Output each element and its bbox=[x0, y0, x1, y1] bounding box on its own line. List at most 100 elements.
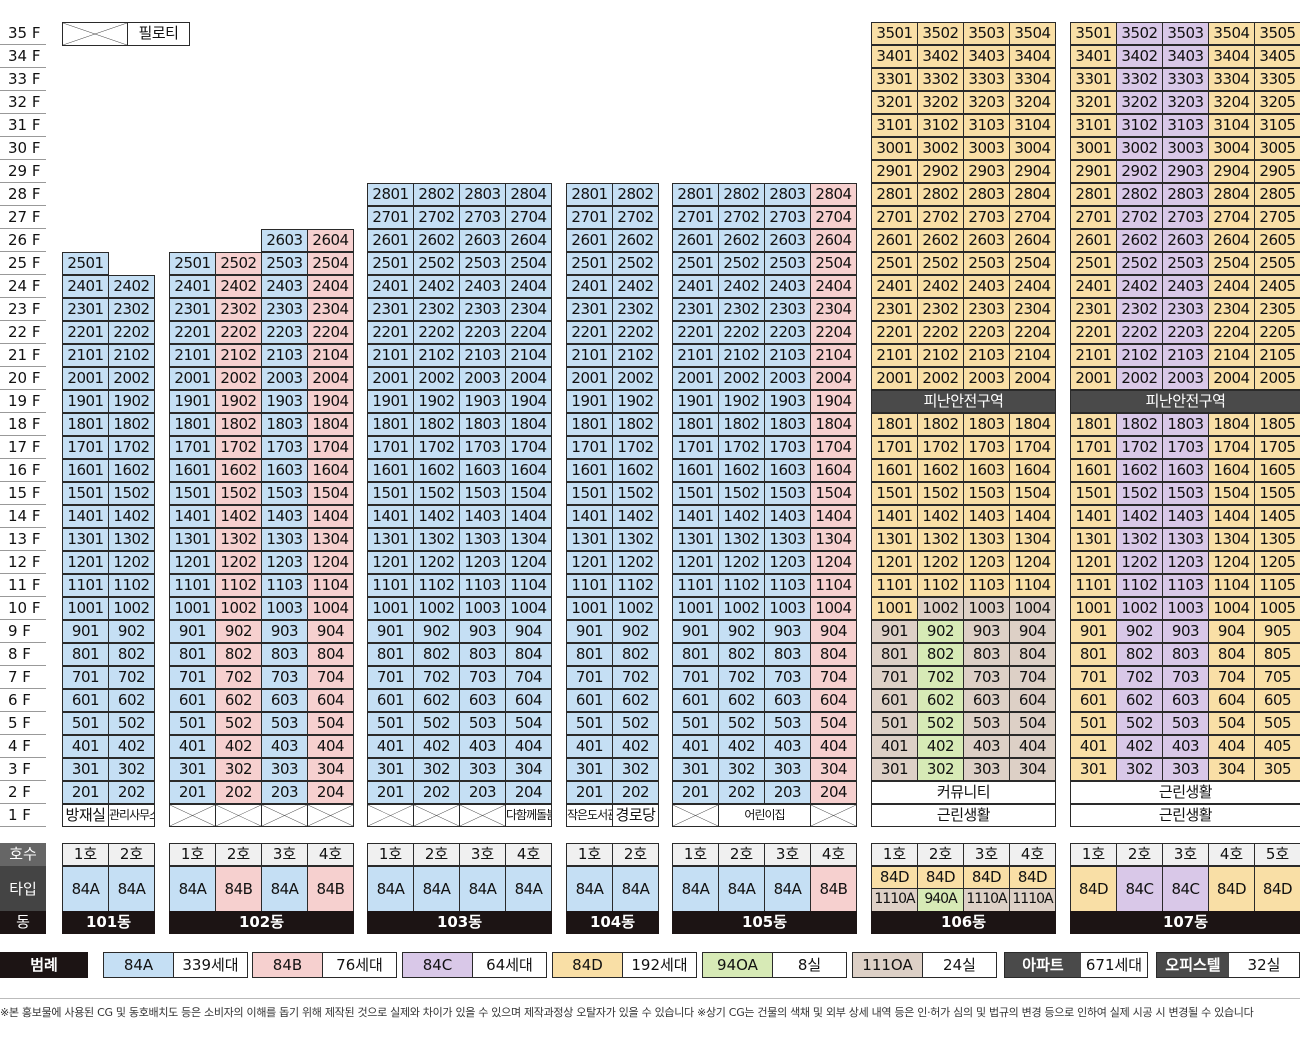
unit-cell[interactable]: 2102 bbox=[718, 344, 765, 367]
unit-cell[interactable]: 301 bbox=[169, 758, 216, 781]
unit-cell[interactable]: 1602 bbox=[612, 459, 659, 482]
unit-cell[interactable]: 2103 bbox=[1162, 344, 1209, 367]
unit-cell[interactable]: 2501 bbox=[566, 252, 613, 275]
unit-cell[interactable]: 1204 bbox=[810, 551, 857, 574]
unit-cell[interactable]: 2003 bbox=[963, 367, 1010, 390]
unit-cell[interactable]: 2302 bbox=[917, 298, 964, 321]
unit-cell[interactable]: 1901 bbox=[169, 390, 216, 413]
unit-cell[interactable]: 2502 bbox=[917, 252, 964, 275]
unit-cell[interactable]: 502 bbox=[917, 712, 964, 735]
unit-cell[interactable]: 203 bbox=[459, 781, 506, 804]
unit-cell[interactable]: 2304 bbox=[1009, 298, 1056, 321]
unit-cell[interactable]: 703 bbox=[1162, 666, 1209, 689]
unit-cell[interactable]: 1002 bbox=[718, 597, 765, 620]
unit-cell[interactable]: 1602 bbox=[718, 459, 765, 482]
unit-cell[interactable]: 1201 bbox=[169, 551, 216, 574]
unit-cell[interactable]: 1601 bbox=[1070, 459, 1117, 482]
unit-cell[interactable]: 2304 bbox=[307, 298, 354, 321]
unit-cell[interactable]: 701 bbox=[871, 666, 918, 689]
unit-cell[interactable]: 705 bbox=[1254, 666, 1300, 689]
unit-cell[interactable]: 1301 bbox=[1070, 528, 1117, 551]
unit-cell[interactable]: 802 bbox=[1116, 643, 1163, 666]
unit-cell[interactable]: 2002 bbox=[1116, 367, 1163, 390]
unit-cell[interactable]: 1003 bbox=[459, 597, 506, 620]
unit-cell[interactable]: 2502 bbox=[612, 252, 659, 275]
unit-cell[interactable]: 3104 bbox=[1208, 114, 1255, 137]
unit-cell[interactable]: 1201 bbox=[672, 551, 719, 574]
unit-cell[interactable]: 1002 bbox=[215, 597, 262, 620]
unit-cell[interactable]: 2504 bbox=[810, 252, 857, 275]
unit-cell[interactable]: 1102 bbox=[215, 574, 262, 597]
unit-cell[interactable]: 2303 bbox=[764, 298, 811, 321]
unit-cell[interactable]: 3502 bbox=[917, 22, 964, 45]
unit-cell[interactable]: 403 bbox=[963, 735, 1010, 758]
unit-cell[interactable]: 904 bbox=[1009, 620, 1056, 643]
unit-cell[interactable]: 401 bbox=[566, 735, 613, 758]
unit-cell[interactable]: 304 bbox=[810, 758, 857, 781]
unit-cell[interactable]: 1805 bbox=[1254, 413, 1300, 436]
unit-cell[interactable]: 501 bbox=[62, 712, 109, 735]
unit-cell[interactable]: 1704 bbox=[1009, 436, 1056, 459]
unit-cell[interactable]: 2002 bbox=[108, 367, 155, 390]
unit-cell[interactable]: 501 bbox=[672, 712, 719, 735]
unit-cell[interactable]: 704 bbox=[1009, 666, 1056, 689]
unit-cell[interactable]: 904 bbox=[1208, 620, 1255, 643]
unit-cell[interactable]: 202 bbox=[413, 781, 460, 804]
unit-cell[interactable]: 402 bbox=[612, 735, 659, 758]
unit-cell[interactable]: 1205 bbox=[1254, 551, 1300, 574]
unit-cell[interactable]: 3303 bbox=[963, 68, 1010, 91]
unit-cell[interactable]: 501 bbox=[871, 712, 918, 735]
unit-cell[interactable]: 1201 bbox=[566, 551, 613, 574]
unit-cell[interactable]: 2401 bbox=[367, 275, 414, 298]
unit-cell[interactable]: 1402 bbox=[215, 505, 262, 528]
unit-cell[interactable]: 3203 bbox=[1162, 91, 1209, 114]
unit-cell[interactable]: 1602 bbox=[413, 459, 460, 482]
unit-cell[interactable]: 1602 bbox=[215, 459, 262, 482]
unit-cell[interactable]: 604 bbox=[505, 689, 552, 712]
unit-cell[interactable]: 2203 bbox=[261, 321, 308, 344]
unit-cell[interactable]: 2303 bbox=[261, 298, 308, 321]
unit-cell[interactable]: 801 bbox=[169, 643, 216, 666]
unit-cell[interactable]: 2601 bbox=[1070, 229, 1117, 252]
unit-cell[interactable]: 1301 bbox=[871, 528, 918, 551]
unit-cell[interactable]: 3002 bbox=[917, 137, 964, 160]
unit-cell[interactable]: 2704 bbox=[1009, 206, 1056, 229]
unit-cell[interactable]: 902 bbox=[108, 620, 155, 643]
unit-cell[interactable]: 1201 bbox=[367, 551, 414, 574]
unit-cell[interactable]: 2103 bbox=[459, 344, 506, 367]
unit-cell[interactable]: 3205 bbox=[1254, 91, 1300, 114]
unit-cell[interactable]: 602 bbox=[917, 689, 964, 712]
unit-cell[interactable]: 502 bbox=[718, 712, 765, 735]
unit-cell[interactable]: 1101 bbox=[62, 574, 109, 597]
unit-cell[interactable]: 1101 bbox=[871, 574, 918, 597]
unit-cell[interactable]: 702 bbox=[917, 666, 964, 689]
unit-cell[interactable]: 3504 bbox=[1009, 22, 1056, 45]
unit-cell[interactable]: 2702 bbox=[1116, 206, 1163, 229]
unit-cell[interactable]: 2401 bbox=[62, 275, 109, 298]
unit-cell[interactable]: 802 bbox=[413, 643, 460, 666]
unit-cell[interactable]: 2101 bbox=[169, 344, 216, 367]
unit-cell[interactable]: 2603 bbox=[764, 229, 811, 252]
unit-cell[interactable]: 901 bbox=[672, 620, 719, 643]
unit-cell[interactable]: 2202 bbox=[1116, 321, 1163, 344]
unit-cell[interactable]: 1801 bbox=[1070, 413, 1117, 436]
unit-cell[interactable]: 2702 bbox=[612, 206, 659, 229]
unit-cell[interactable]: 3204 bbox=[1009, 91, 1056, 114]
unit-cell[interactable]: 2203 bbox=[764, 321, 811, 344]
unit-cell[interactable]: 804 bbox=[505, 643, 552, 666]
unit-cell[interactable]: 503 bbox=[459, 712, 506, 735]
unit-cell[interactable]: 1301 bbox=[672, 528, 719, 551]
unit-cell[interactable]: 404 bbox=[1009, 735, 1056, 758]
unit-cell[interactable]: 1803 bbox=[261, 413, 308, 436]
unit-cell[interactable]: 702 bbox=[1116, 666, 1163, 689]
unit-cell[interactable]: 2103 bbox=[963, 344, 1010, 367]
unit-cell[interactable]: 1401 bbox=[566, 505, 613, 528]
unit-cell[interactable]: 602 bbox=[718, 689, 765, 712]
unit-cell[interactable]: 3403 bbox=[1162, 45, 1209, 68]
unit-cell[interactable]: 1701 bbox=[566, 436, 613, 459]
unit-cell[interactable]: 2402 bbox=[215, 275, 262, 298]
unit-cell[interactable]: 3005 bbox=[1254, 137, 1300, 160]
unit-cell[interactable]: 1302 bbox=[612, 528, 659, 551]
unit-cell[interactable]: 1303 bbox=[261, 528, 308, 551]
unit-cell[interactable]: 1604 bbox=[505, 459, 552, 482]
